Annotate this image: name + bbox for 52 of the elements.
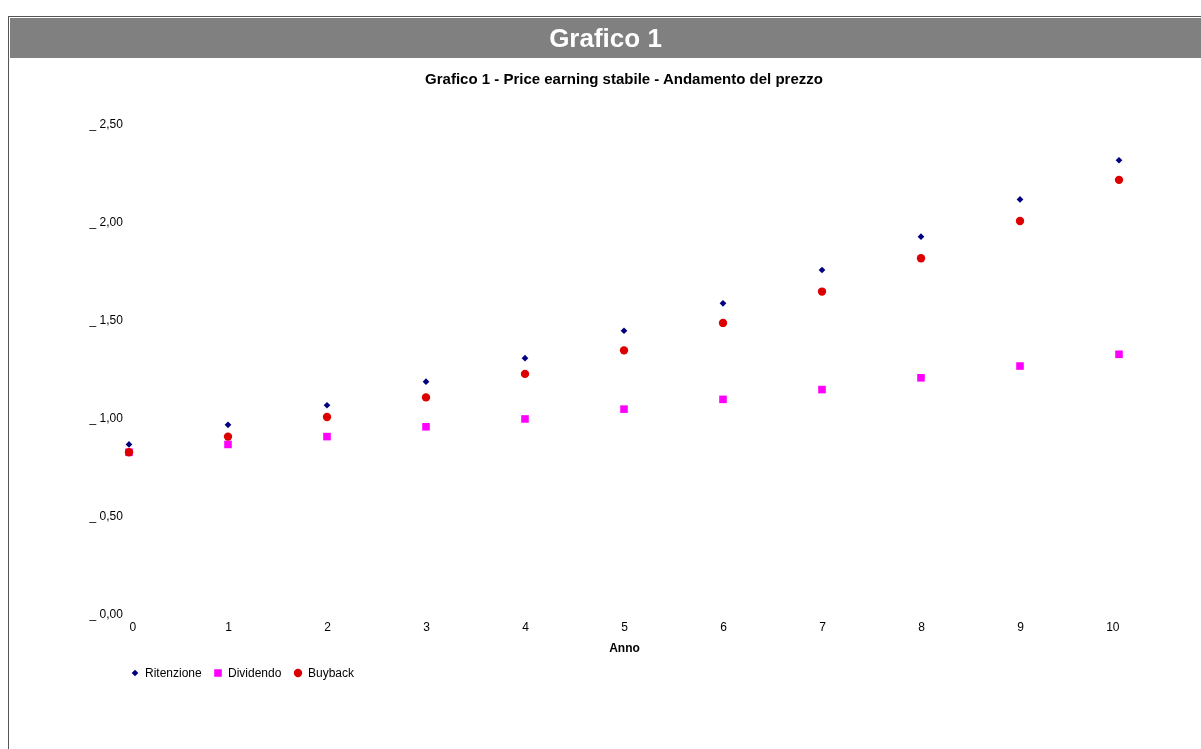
point bbox=[718, 318, 728, 328]
point bbox=[1016, 362, 1024, 370]
point bbox=[224, 440, 232, 449]
point bbox=[422, 423, 430, 431]
x-tick-label: 9 bbox=[1017, 619, 1025, 634]
point bbox=[719, 395, 727, 404]
point bbox=[323, 401, 331, 409]
point bbox=[223, 432, 233, 441]
x-tick-label: 6 bbox=[720, 619, 728, 634]
point bbox=[620, 327, 628, 335]
point bbox=[323, 432, 331, 441]
point bbox=[818, 385, 826, 394]
point bbox=[520, 369, 530, 379]
point bbox=[620, 405, 628, 413]
y-tick-label: _ 0,00 bbox=[88, 606, 124, 621]
point bbox=[322, 412, 332, 422]
x-tick-label: 8 bbox=[918, 619, 926, 634]
point bbox=[917, 374, 925, 382]
point bbox=[916, 254, 926, 263]
x-tick-label: 7 bbox=[819, 619, 827, 634]
x-tick-label: 1 bbox=[225, 619, 233, 634]
point bbox=[1115, 350, 1123, 359]
point bbox=[421, 393, 431, 402]
x-tick-label: 3 bbox=[423, 619, 431, 634]
chart-subtitle: Grafico 1 - Price earning stabile - Andamento del prezzo bbox=[425, 70, 823, 87]
legend-label: Dividendo bbox=[228, 666, 282, 680]
x-axis-title: Anno bbox=[609, 640, 640, 655]
point bbox=[1114, 175, 1124, 185]
point bbox=[917, 233, 925, 241]
point bbox=[521, 415, 529, 423]
x-tick-label: 5 bbox=[621, 619, 629, 634]
point bbox=[1115, 156, 1123, 164]
point bbox=[619, 346, 629, 355]
x-tick-label: 10 bbox=[1106, 619, 1120, 634]
x-tick-label: 2 bbox=[324, 619, 332, 634]
legend-label: Buyback bbox=[308, 666, 356, 680]
y-tick-label: _ 2,50 bbox=[88, 116, 124, 131]
y-tick-label: _ 1,00 bbox=[88, 410, 124, 425]
y-tick-label: _ 0,50 bbox=[88, 508, 124, 523]
point bbox=[521, 354, 529, 362]
chart-title: Grafico 1 bbox=[10, 18, 1201, 58]
x-tick-label: 0 bbox=[129, 619, 137, 634]
y-tick-label: _ 1,50 bbox=[88, 312, 124, 327]
x-tick-label: 4 bbox=[522, 619, 530, 634]
y-tick-label: _ 2,00 bbox=[88, 214, 124, 229]
point bbox=[818, 266, 826, 274]
point bbox=[1015, 216, 1025, 226]
legend-label: Ritenzione bbox=[145, 666, 203, 680]
point bbox=[817, 287, 827, 296]
point bbox=[422, 378, 430, 386]
point bbox=[719, 299, 727, 307]
point bbox=[224, 421, 232, 429]
